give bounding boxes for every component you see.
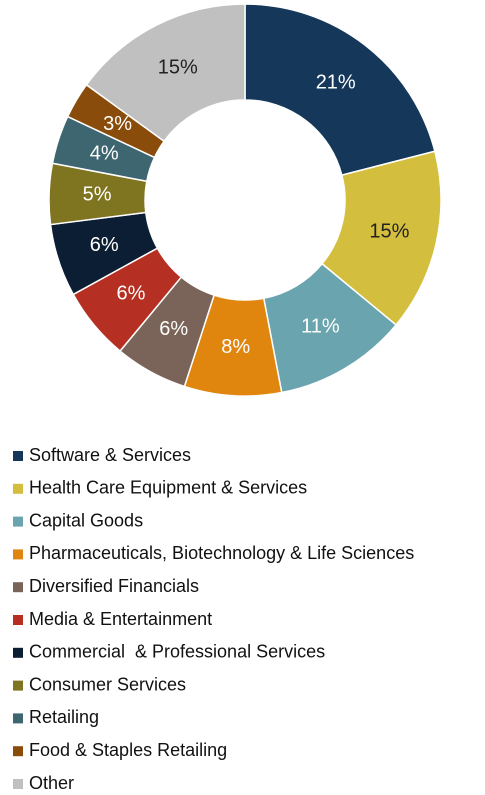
legend-label: Diversified Financials: [29, 576, 199, 596]
legend-swatch: [13, 779, 23, 789]
data-label: 4%: [90, 143, 119, 165]
legend-swatch: [13, 549, 23, 560]
legend-label: Commercial & Professional Services: [29, 642, 325, 662]
legend-swatch: [13, 451, 23, 461]
data-label: 15%: [158, 56, 198, 78]
legend-swatch: [13, 680, 23, 691]
data-label: 6%: [90, 234, 119, 256]
legend-label: Consumer Services: [29, 674, 186, 694]
data-label: 3%: [103, 113, 132, 135]
data-label: 11%: [301, 316, 340, 338]
data-label: 6%: [117, 283, 146, 305]
legend-label: Pharmaceuticals, Biotechnology & Life Sc…: [29, 543, 414, 563]
legend-swatch: [13, 516, 23, 527]
legend-swatch: [13, 746, 23, 757]
data-label: 21%: [316, 71, 356, 93]
legend-label: Retailing: [29, 707, 99, 727]
legend-label: Food & Staples Retailing: [29, 740, 227, 760]
legend-label: Capital Goods: [29, 510, 143, 530]
data-label: 8%: [221, 336, 250, 358]
slice: [244, 3, 436, 177]
legend-label: Other: [29, 773, 74, 793]
legend-swatch: [13, 647, 23, 658]
slice: [85, 3, 246, 143]
legend-swatch: [13, 582, 23, 593]
legend-swatch: [13, 483, 23, 494]
legend-label: Media & Entertainment: [29, 609, 212, 629]
data-label: 6%: [159, 318, 188, 340]
legend-swatch: [13, 713, 23, 724]
legend-swatch: [13, 615, 23, 625]
data-label: 5%: [83, 184, 112, 206]
data-label: 15%: [369, 221, 409, 243]
legend-label: Software & Services: [29, 445, 191, 465]
legend-label: Health Care Equipment & Services: [29, 478, 307, 498]
